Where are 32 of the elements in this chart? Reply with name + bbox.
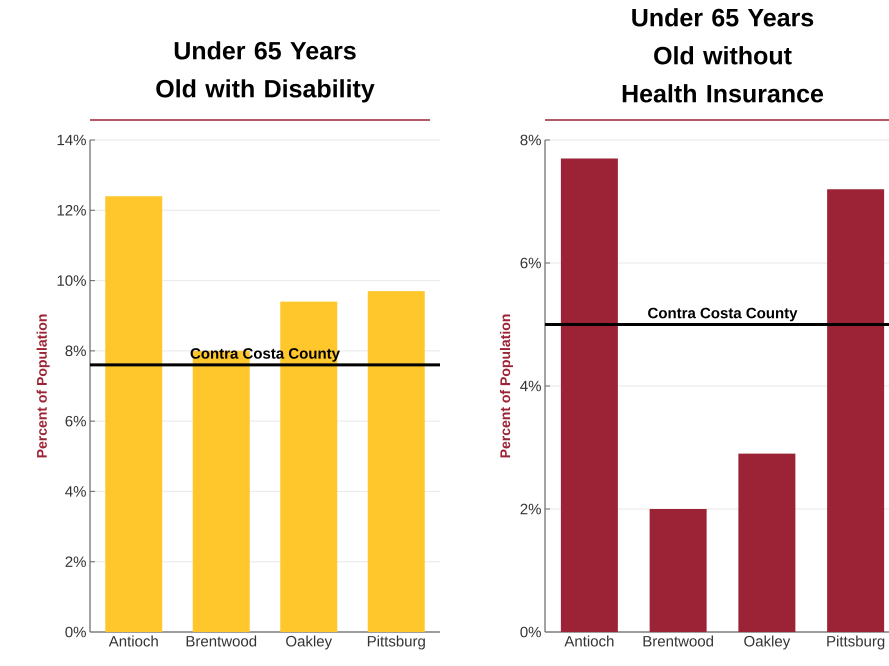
y-tick-label: 2% xyxy=(66,556,86,567)
bar xyxy=(368,291,425,632)
y-tick-label: 4% xyxy=(520,380,541,392)
x-tick-label: Pittsburg xyxy=(368,636,425,650)
bar xyxy=(560,158,618,632)
x-tick-label: Pittsburg xyxy=(827,636,884,650)
x-tick-label: Brentwood xyxy=(186,636,256,647)
y-tick-label: 8% xyxy=(65,346,86,356)
x-tick-label: Oakley xyxy=(744,636,790,650)
y-tick-label: 14% xyxy=(58,134,86,146)
bar xyxy=(738,454,796,632)
x-tick-label: Oakley xyxy=(286,636,332,650)
y-tick-label: 12% xyxy=(58,205,86,216)
y-tick-label: 2% xyxy=(520,504,541,514)
x-tick-label: Antioch xyxy=(108,636,158,647)
x-tick-label: Antioch xyxy=(564,636,614,647)
y-tick-label: 10% xyxy=(58,275,86,286)
chart-title: Under 65 Years Old without Health Insurance xyxy=(622,8,824,103)
y-tick-label: 0% xyxy=(65,626,86,638)
chart-title: Under 65 Years Old with Disability xyxy=(156,41,375,102)
ref-line-label: Contra Costa County xyxy=(648,308,798,322)
y-tick-label: 6% xyxy=(520,258,541,268)
y-tick-label: 4% xyxy=(65,486,86,497)
y-tick-label: 8% xyxy=(520,134,541,146)
bar xyxy=(650,509,707,632)
y-axis-title: Percent of Population xyxy=(500,314,513,458)
y-tick-label: 0% xyxy=(520,626,541,638)
y-axis-title: Percent of Population xyxy=(36,314,50,458)
bar xyxy=(105,196,162,632)
x-tick-label: Brentwood xyxy=(644,636,714,647)
bar xyxy=(827,189,884,632)
y-tick-label: 6% xyxy=(66,416,86,426)
